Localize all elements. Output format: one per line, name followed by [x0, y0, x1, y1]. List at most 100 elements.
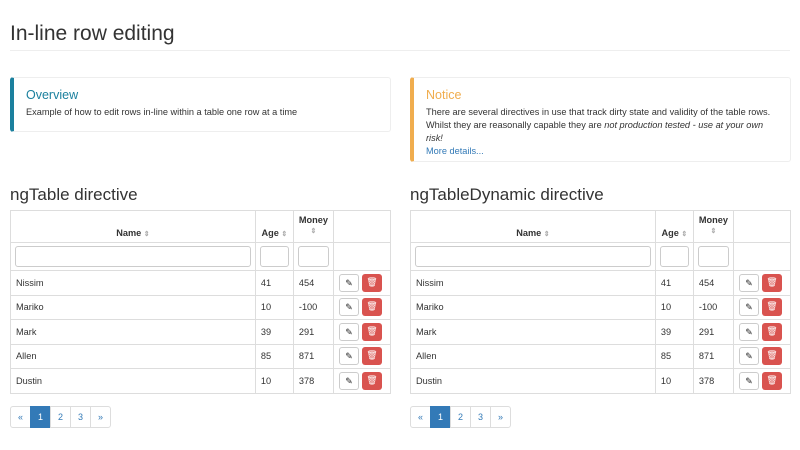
table-heading: ngTableDynamic directive	[410, 185, 604, 204]
trash-icon: 🗑	[366, 350, 378, 361]
table-row: Mark 39 291 ✎ 🗑	[10, 319, 391, 345]
edit-button[interactable]: ✎	[739, 347, 759, 366]
trash-icon: 🗑	[766, 276, 778, 287]
trash-icon: 🗑	[366, 374, 378, 385]
page-link[interactable]: 1	[430, 405, 451, 428]
cell-money: 291	[292, 319, 335, 345]
header-label: Age	[661, 228, 679, 238]
edit-button[interactable]: ✎	[339, 273, 359, 292]
row-actions: ✎ 🗑	[733, 294, 791, 320]
delete-button[interactable]: 🗑	[362, 273, 382, 292]
pencil-icon: ✎	[345, 326, 353, 337]
table-row: Mark 39 291 ✎ 🗑	[410, 319, 791, 345]
edit-button[interactable]: ✎	[739, 273, 759, 292]
column-header-money[interactable]: Money ⇕	[292, 210, 335, 243]
cell-age: 39	[654, 319, 694, 345]
header-label: Money	[298, 215, 328, 225]
cell-name: Mark	[410, 319, 656, 345]
page-link[interactable]: 2	[450, 405, 471, 428]
cell-age: 10	[254, 294, 294, 320]
money-filter-input[interactable]	[297, 246, 329, 267]
cell-money: 291	[692, 319, 735, 345]
table-row: Allen 85 871 ✎ 🗑	[410, 343, 791, 369]
sort-icon: ⇕	[143, 231, 150, 238]
notice-text-main: There are several directives in use that…	[426, 107, 771, 130]
row-actions: ✎ 🗑	[333, 319, 391, 345]
pencil-icon: ✎	[745, 351, 753, 362]
page-link[interactable]: 3	[70, 405, 91, 428]
pencil-icon: ✎	[345, 375, 353, 386]
column-header-name[interactable]: Name ⇕	[10, 210, 256, 243]
edit-button[interactable]: ✎	[339, 322, 359, 341]
page-link[interactable]: «	[410, 405, 431, 428]
cell-age: 10	[254, 368, 294, 394]
divider	[10, 50, 790, 51]
row-actions: ✎ 🗑	[733, 270, 791, 296]
cell-money: 871	[292, 343, 335, 369]
cell-name: Mariko	[10, 294, 256, 320]
name-filter-input[interactable]	[415, 246, 651, 267]
cell-name: Allen	[10, 343, 256, 369]
page-link[interactable]: »	[90, 405, 111, 428]
cell-money: 871	[692, 343, 735, 369]
delete-button[interactable]: 🗑	[762, 298, 782, 317]
cell-name: Dustin	[410, 368, 656, 394]
column-header-money[interactable]: Money ⇕	[692, 210, 735, 243]
cell-money: 378	[292, 368, 335, 394]
cell-money: -100	[292, 294, 335, 320]
edit-button[interactable]: ✎	[739, 371, 759, 390]
age-filter-input[interactable]	[259, 246, 289, 267]
cell-age: 41	[254, 270, 294, 296]
page-link[interactable]: 1	[30, 405, 51, 428]
edit-button[interactable]: ✎	[339, 298, 359, 317]
column-header-age[interactable]: Age ⇕	[654, 210, 694, 243]
header-row: Name ⇕ Age ⇕ Money ⇕	[10, 210, 391, 243]
page-link[interactable]: »	[490, 405, 511, 428]
filter-row	[10, 242, 391, 271]
cell-age: 10	[654, 368, 694, 394]
edit-button[interactable]: ✎	[339, 371, 359, 390]
trash-icon: 🗑	[766, 325, 778, 336]
pencil-icon: ✎	[745, 326, 753, 337]
row-actions: ✎ 🗑	[333, 294, 391, 320]
column-header-age[interactable]: Age ⇕	[254, 210, 294, 243]
table-row: Mariko 10 -100 ✎ 🗑	[10, 294, 391, 320]
sort-icon: ⇕	[281, 231, 288, 238]
delete-button[interactable]: 🗑	[762, 322, 782, 341]
header-label: Name	[516, 228, 542, 238]
notice-callout: Notice There are several directives in u…	[410, 77, 791, 162]
edit-button[interactable]: ✎	[739, 298, 759, 317]
table-row: Mariko 10 -100 ✎ 🗑	[410, 294, 791, 320]
pencil-icon: ✎	[745, 375, 753, 386]
row-actions: ✎ 🗑	[333, 368, 391, 394]
cell-name: Mariko	[410, 294, 656, 320]
page-link[interactable]: «	[10, 405, 31, 428]
delete-button[interactable]: 🗑	[762, 371, 782, 390]
edit-button[interactable]: ✎	[739, 322, 759, 341]
row-actions: ✎ 🗑	[333, 270, 391, 296]
cell-money: -100	[692, 294, 735, 320]
edit-button[interactable]: ✎	[339, 347, 359, 366]
delete-button[interactable]: 🗑	[762, 347, 782, 366]
header-label: Money	[698, 215, 728, 225]
cell-money: 454	[692, 270, 735, 296]
delete-button[interactable]: 🗑	[762, 273, 782, 292]
name-filter-input[interactable]	[15, 246, 251, 267]
more-details-link[interactable]: More details...	[426, 146, 484, 156]
table-row: Dustin 10 378 ✎ 🗑	[10, 368, 391, 394]
delete-button[interactable]: 🗑	[362, 347, 382, 366]
notice-text-emphasis: not production tested - use at your own …	[426, 120, 764, 143]
page-link[interactable]: 3	[470, 405, 491, 428]
age-filter-input[interactable]	[659, 246, 689, 267]
pagination: «1 2 3»	[410, 405, 791, 428]
column-header-actions	[333, 210, 391, 243]
page-link[interactable]: 2	[50, 405, 71, 428]
delete-button[interactable]: 🗑	[362, 322, 382, 341]
sort-icon: ⇕	[310, 228, 317, 235]
delete-button[interactable]: 🗑	[362, 298, 382, 317]
delete-button[interactable]: 🗑	[362, 371, 382, 390]
cell-age: 39	[254, 319, 294, 345]
header-label: Name	[116, 228, 142, 238]
column-header-name[interactable]: Name ⇕	[410, 210, 656, 243]
money-filter-input[interactable]	[697, 246, 729, 267]
